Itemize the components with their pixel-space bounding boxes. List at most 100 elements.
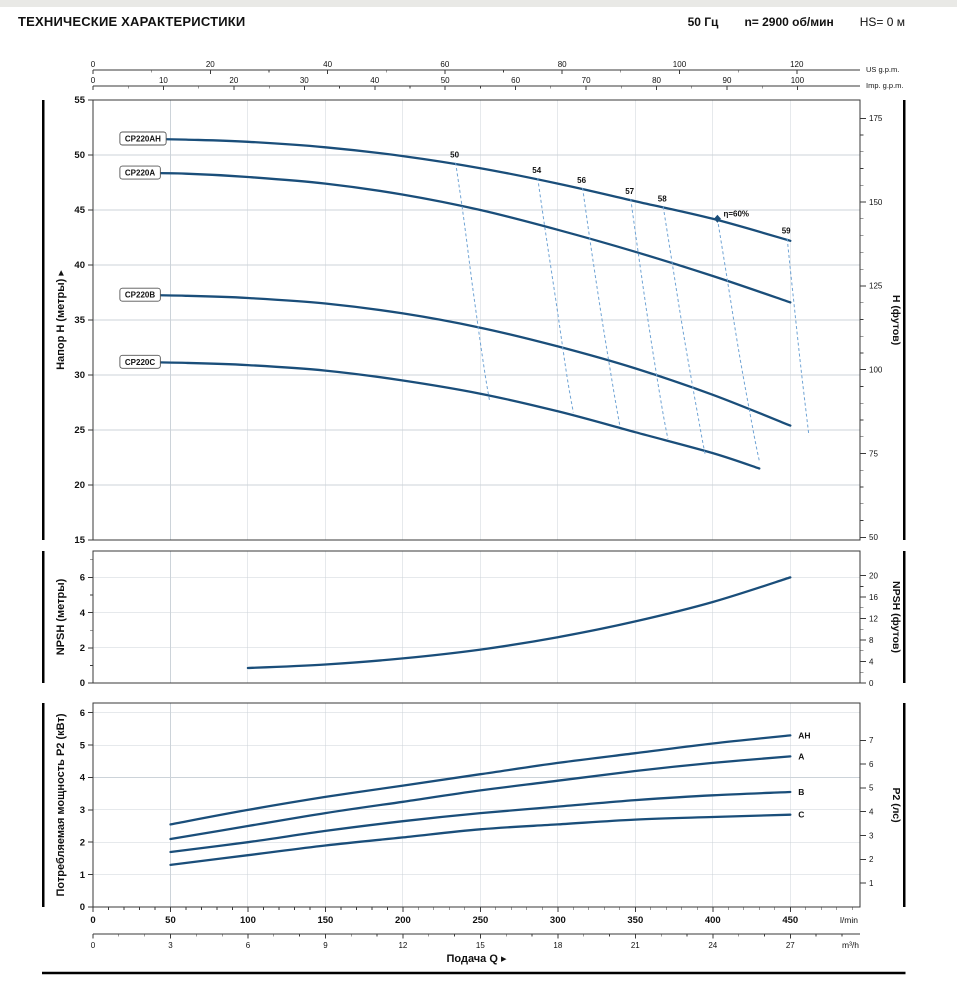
curve-label-CP220AH: CP220AH	[125, 135, 161, 144]
svg-text:400: 400	[705, 915, 721, 926]
curve-label-box	[119, 354, 161, 369]
hq-y-axis-right: 50 75 100 125 150 175	[860, 114, 883, 542]
efficiency-label: 57	[625, 187, 634, 196]
curve-end-label-B: B	[798, 787, 804, 797]
curve-label-CP220A: CP220A	[125, 169, 155, 178]
svg-text:8: 8	[869, 636, 874, 645]
svg-text:3: 3	[168, 941, 173, 950]
suction-head-value: HS= 0 м	[859, 15, 905, 29]
efficiency-line-x	[716, 218, 760, 461]
svg-text:6: 6	[80, 708, 85, 719]
curve-label-box	[119, 165, 161, 180]
curve-end-label-AH: AH	[798, 730, 810, 740]
svg-text:6: 6	[246, 941, 251, 950]
svg-text:120: 120	[790, 60, 804, 69]
p2-ylabel-left: Потребляемая мощность P2 (кВт)	[55, 713, 67, 896]
curve-end-label-C: C	[798, 810, 804, 820]
curve-CP220C	[119, 360, 761, 470]
frequency-value: 50 Гц	[687, 15, 719, 29]
svg-text:Imp. g.p.m.: Imp. g.p.m.	[866, 81, 904, 90]
svg-text:0: 0	[91, 941, 96, 950]
svg-text:21: 21	[631, 941, 640, 950]
efficiency-label: 58	[658, 195, 667, 204]
svg-text:9: 9	[323, 941, 328, 950]
p2-plot-frame	[92, 702, 861, 908]
svg-text:50: 50	[869, 533, 878, 542]
svg-text:0: 0	[80, 678, 85, 689]
svg-text:4: 4	[869, 657, 874, 666]
bottom-flow-axis: 0 50 100 150 200 250 300 350 400 450 l/min 0 3 6 9 12 15…	[42, 907, 906, 975]
left-bracket-bar	[42, 703, 45, 907]
efficiency-line-57	[630, 198, 669, 439]
p2-chart: 0 1 2 3 4 5 6 1 2 3 4 5 6 7 AH A B C Потребляемая мощность…	[42, 702, 906, 913]
npsh-chart: 0 2 4 6 0 4 8 12 16 20 NPSH (метры) NPSH (футов)	[42, 550, 906, 689]
svg-text:15: 15	[74, 535, 85, 546]
svg-text:1: 1	[869, 879, 874, 888]
p2-y-axis-left: 0 1 2 3 4 5 6	[80, 708, 93, 913]
efficiency-marker-label: η=60%	[723, 209, 749, 218]
efficiency-line-59	[786, 238, 810, 436]
svg-text:450: 450	[782, 915, 798, 926]
curve-CP220B	[169, 790, 792, 854]
svg-text:12: 12	[398, 941, 407, 950]
curve-CP220A	[119, 171, 792, 304]
hq-ylabel-left: Напор H (метры) ▸	[55, 270, 67, 370]
curve-label-box	[119, 131, 167, 146]
svg-text:US g.p.m.: US g.p.m.	[866, 65, 899, 74]
svg-text:3: 3	[869, 831, 874, 840]
svg-text:2: 2	[869, 855, 874, 864]
svg-text:100: 100	[791, 76, 805, 85]
efficiency-marker	[713, 214, 721, 223]
right-bracket-bar	[903, 551, 906, 683]
svg-text:60: 60	[440, 60, 449, 69]
svg-text:50: 50	[165, 915, 176, 926]
svg-text:125: 125	[869, 282, 883, 291]
svg-text:25: 25	[74, 425, 85, 436]
svg-text:40: 40	[370, 76, 379, 85]
svg-text:1: 1	[80, 870, 86, 881]
svg-text:60: 60	[511, 76, 520, 85]
svg-text:3: 3	[80, 805, 85, 816]
curve-CP220AH	[119, 137, 792, 242]
svg-text:27: 27	[786, 941, 795, 950]
right-bracket-bar	[903, 100, 906, 540]
svg-text:6: 6	[80, 573, 85, 584]
svg-text:0: 0	[90, 915, 95, 926]
svg-text:4: 4	[80, 773, 86, 784]
svg-text:300: 300	[550, 915, 566, 926]
left-bracket-bar	[42, 551, 45, 683]
svg-text:7: 7	[869, 736, 874, 745]
p2-y-axis-right: 1 2 3 4 5 6 7	[860, 736, 874, 888]
svg-text:16: 16	[869, 593, 878, 602]
svg-text:5: 5	[80, 740, 86, 751]
svg-text:10: 10	[159, 76, 168, 85]
svg-text:70: 70	[582, 76, 591, 85]
svg-text:20: 20	[206, 60, 215, 69]
svg-text:40: 40	[74, 260, 85, 271]
svg-text:80: 80	[652, 76, 661, 85]
header-specs: 50 Гц n= 2900 об/мин HS= 0 м	[688, 15, 905, 29]
curve-CP220C	[169, 813, 792, 867]
svg-text:150: 150	[869, 198, 883, 207]
svg-text:175: 175	[869, 114, 883, 123]
svg-text:l/min: l/min	[840, 915, 858, 925]
svg-text:0: 0	[869, 679, 874, 688]
svg-text:100: 100	[869, 366, 883, 375]
curve-end-label-A: A	[798, 751, 804, 761]
npsh-ylabel-right: NPSH (футов)	[890, 581, 902, 653]
efficiency-label: 54	[532, 166, 541, 175]
svg-text:55: 55	[74, 95, 85, 106]
svg-text:45: 45	[74, 205, 85, 216]
left-bracket-bar	[42, 100, 45, 540]
svg-text:75: 75	[869, 449, 878, 458]
curve-label-CP220B: CP220B	[125, 291, 155, 300]
svg-text:5: 5	[869, 784, 874, 793]
svg-text:2: 2	[80, 643, 85, 654]
svg-text:50: 50	[441, 76, 450, 85]
svg-text:20: 20	[869, 572, 878, 581]
npsh-y-axis-left: 0 2 4 6	[80, 559, 93, 689]
speed-value: n= 2900 об/мин	[744, 15, 834, 29]
svg-text:0: 0	[91, 60, 96, 69]
